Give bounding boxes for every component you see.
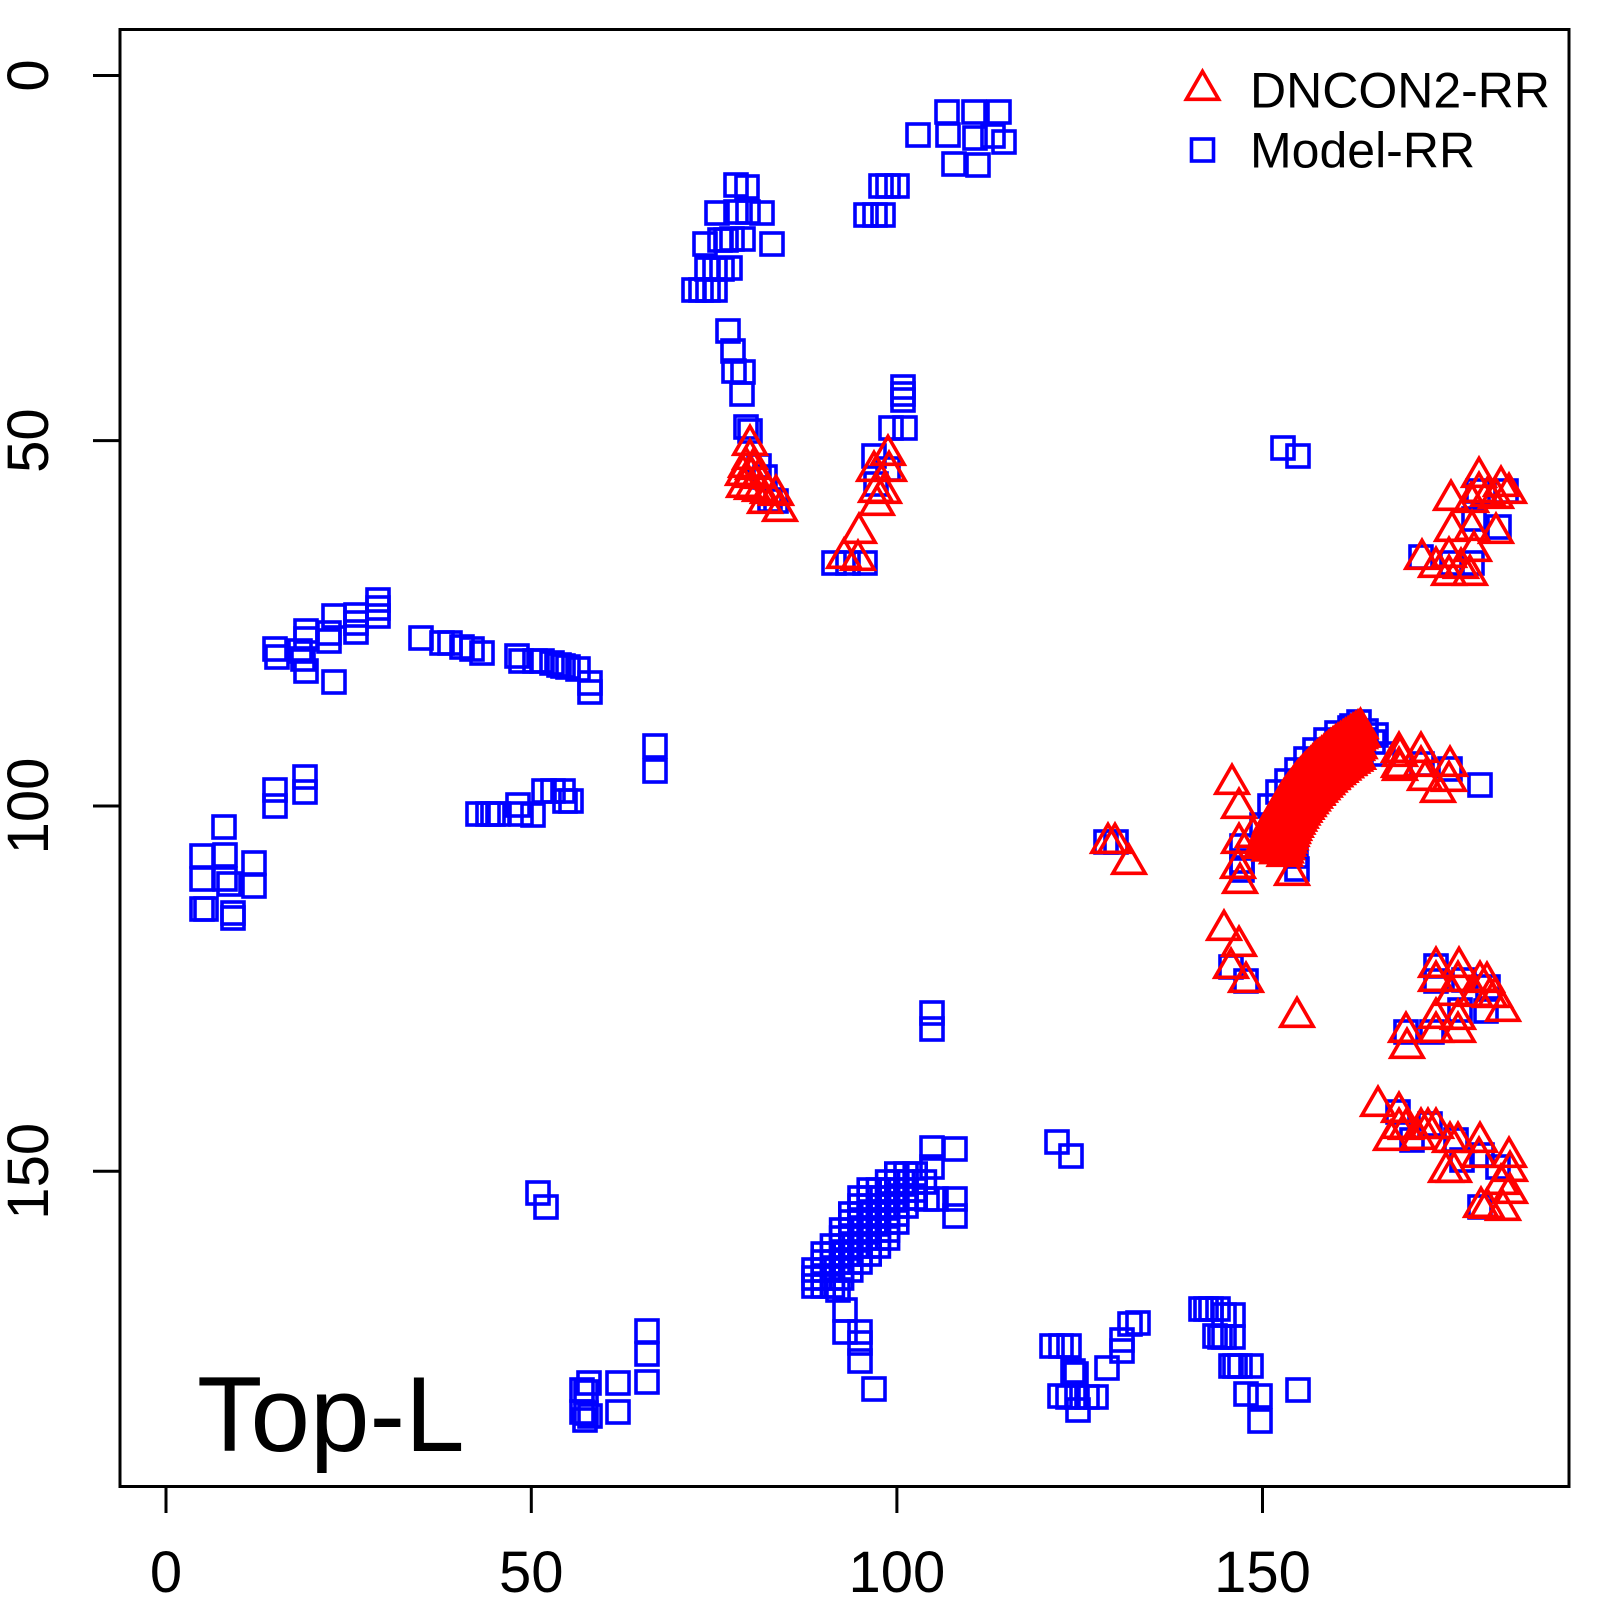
svg-text:DNCON2-RR: DNCON2-RR [1250, 63, 1550, 119]
svg-text:50: 50 [0, 408, 61, 473]
svg-text:0: 0 [0, 59, 61, 91]
svg-text:100: 100 [0, 758, 61, 855]
svg-text:150: 150 [0, 1123, 61, 1220]
svg-text:Model-RR: Model-RR [1250, 123, 1475, 179]
svg-text:150: 150 [1214, 1540, 1311, 1600]
svg-text:Top-L: Top-L [197, 1354, 465, 1474]
svg-text:0: 0 [150, 1540, 182, 1600]
svg-text:50: 50 [499, 1540, 564, 1600]
svg-text:100: 100 [849, 1540, 946, 1600]
